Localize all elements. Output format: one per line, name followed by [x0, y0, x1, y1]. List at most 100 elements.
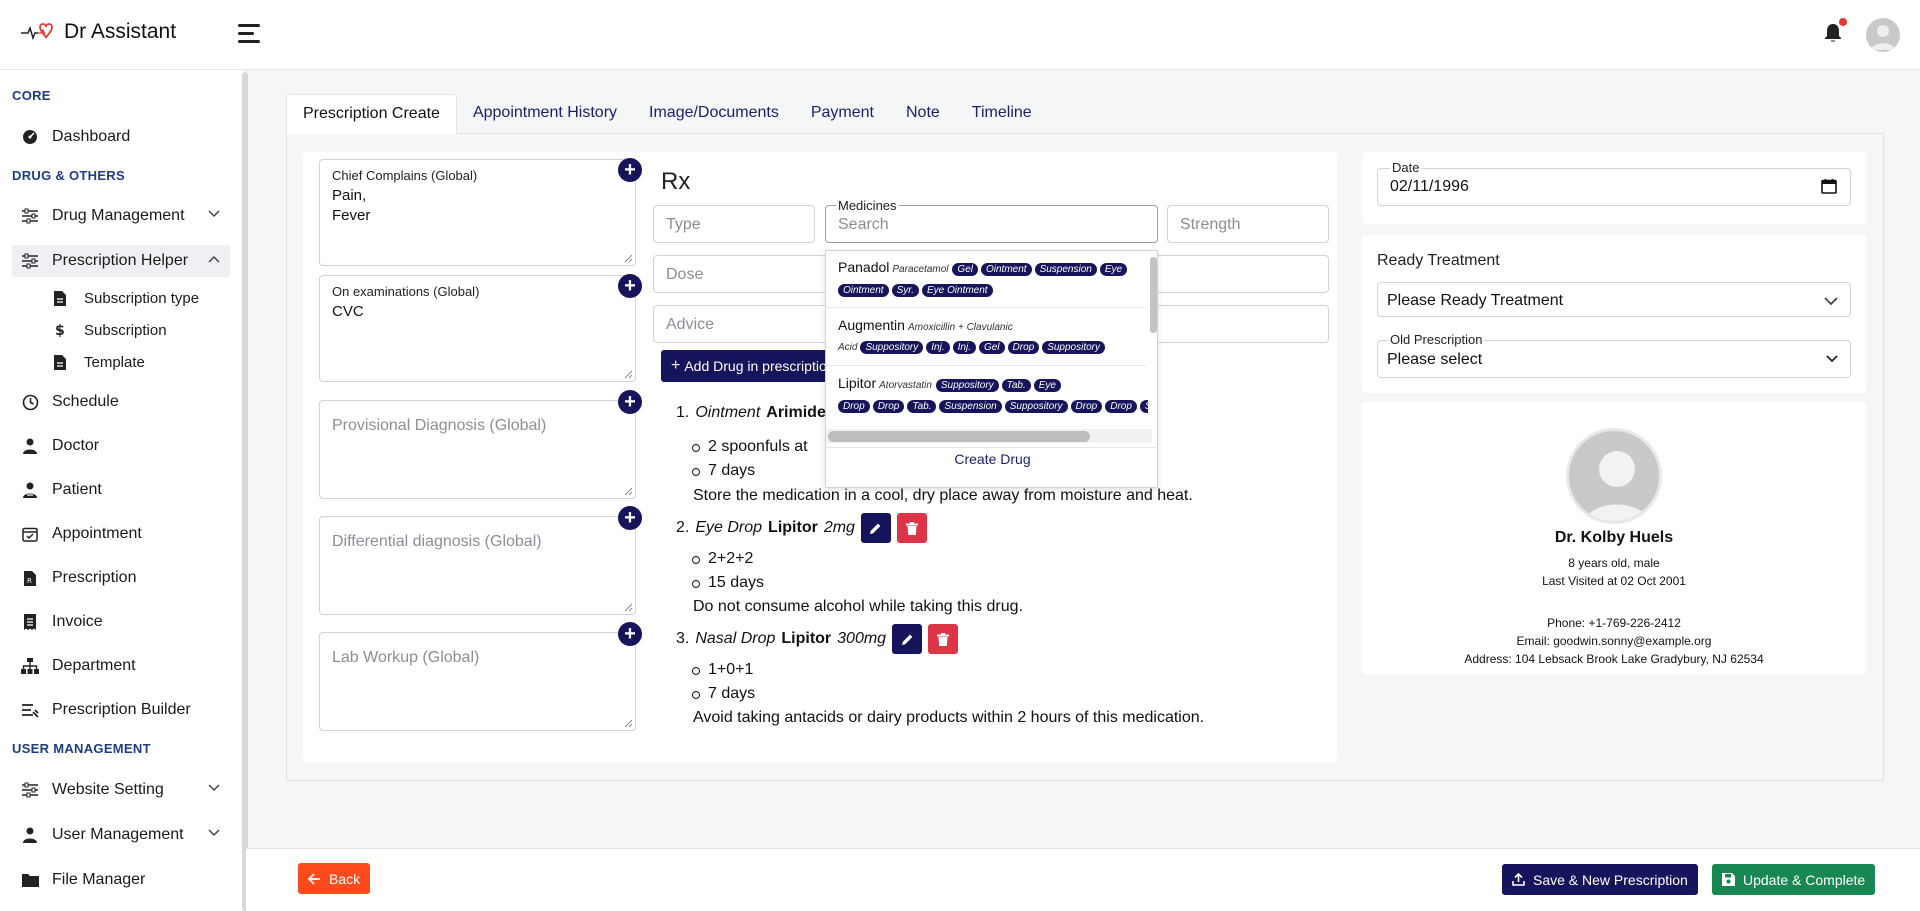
- save-new-prescription-button[interactable]: Save & New Prescription: [1502, 864, 1698, 895]
- ready-treatment-select[interactable]: Please Ready Treatment: [1377, 282, 1851, 317]
- field-placeholder: Dose: [666, 266, 704, 283]
- field-placeholder: Advice: [666, 316, 715, 333]
- chief-complains-field[interactable]: Chief Complains (Global) Pain, Fever: [319, 159, 636, 266]
- resize-handle-icon[interactable]: [623, 369, 633, 379]
- menu-toggle-icon[interactable]: [238, 24, 260, 44]
- back-button[interactable]: Back: [298, 863, 371, 894]
- sidebar-subitem-subscription-type[interactable]: Subscription type: [52, 285, 199, 311]
- sidebar-item-label: Dashboard: [52, 128, 131, 145]
- drug-advice: Avoid taking antacids or dairy products …: [693, 709, 1205, 726]
- money-icon: $: [52, 322, 68, 338]
- sidebar-item-label: Subscription type: [84, 289, 200, 307]
- strength-input[interactable]: Strength: [1167, 205, 1329, 243]
- drug-type: Ointment: [695, 404, 761, 421]
- edit-drug-button[interactable]: [860, 513, 891, 543]
- sidebar-item-prescription-builder[interactable]: Prescription Builder: [12, 694, 230, 726]
- sidebar-item-schedule[interactable]: Schedule: [12, 386, 230, 418]
- provisional-diagnosis-field[interactable]: Provisional Diagnosis (Global): [319, 400, 636, 499]
- sidebar-item-appointment[interactable]: Appointment: [12, 518, 230, 550]
- resize-handle-icon[interactable]: [623, 486, 633, 496]
- update-complete-button[interactable]: Update & Complete: [1712, 864, 1876, 895]
- sidebar-item-label: Drug Management: [52, 207, 185, 224]
- tab-prescription-create[interactable]: Prescription Create: [286, 94, 457, 134]
- resize-handle-icon[interactable]: [623, 718, 633, 728]
- date-input[interactable]: [1377, 168, 1851, 206]
- sidebar-subitem-subscription[interactable]: $ Subscription: [52, 317, 167, 343]
- bell-icon[interactable]: [1824, 22, 1842, 44]
- dropdown-option-panadol[interactable]: Panadol Paracetamol Gel Ointment Suspension…: [838, 259, 1138, 297]
- builder-icon: [20, 700, 40, 720]
- field-placeholder: Differential diagnosis (Global): [332, 533, 542, 550]
- file-icon: [52, 354, 68, 370]
- field-legend: On examinations (Global): [332, 284, 480, 299]
- sidebar-item-label: Appointment: [52, 525, 142, 542]
- differential-diagnosis-field[interactable]: Differential diagnosis (Global): [319, 516, 636, 615]
- add-on-examinations-button[interactable]: +: [618, 274, 642, 298]
- calendar-icon[interactable]: [1821, 178, 1837, 194]
- delete-drug-button[interactable]: [928, 624, 959, 654]
- chevron-down-icon: [208, 829, 220, 837]
- sidebar-item-patient[interactable]: Patient: [12, 474, 230, 506]
- plus-icon: +: [671, 357, 681, 374]
- dropdown-option-lipitor[interactable]: Lipitor Atorvastatin Suppository Tab. Eye D…: [838, 375, 1148, 413]
- lab-workup-field[interactable]: Lab Workup (Global): [319, 632, 636, 731]
- drug-duration: 7 days: [691, 685, 756, 702]
- patient-email: Email: goodwin.sonny@example.org: [1516, 634, 1712, 648]
- patient-phone: Phone: +1-769-226-2412: [1547, 616, 1681, 630]
- add-drug-button[interactable]: + Add Drug in prescription: [661, 350, 841, 382]
- tab-timeline[interactable]: Timeline: [971, 104, 1032, 121]
- sidebar-scrollbar[interactable]: [242, 72, 248, 911]
- sidebar-item-department[interactable]: Department: [12, 650, 230, 682]
- sidebar-item-dashboard[interactable]: Dashboard: [12, 121, 230, 153]
- tab-note[interactable]: Note: [906, 104, 940, 121]
- trash-icon: [905, 521, 918, 535]
- sidebar-item-label: Invoice: [52, 613, 103, 630]
- dropdown-vertical-scrollbar[interactable]: [1150, 257, 1157, 333]
- sidebar-item-doctor[interactable]: Doctor: [12, 430, 230, 462]
- drug-type: Nasal Drop: [695, 630, 776, 647]
- sidebar-item-prescription[interactable]: R Prescription: [12, 562, 230, 594]
- sidebar-item-invoice[interactable]: Invoice: [12, 606, 230, 638]
- add-lab-workup-button[interactable]: +: [618, 622, 642, 646]
- tab-payment[interactable]: Payment: [810, 104, 874, 121]
- sidebar-item-drug-management[interactable]: Drug Management: [12, 200, 230, 232]
- type-select[interactable]: Type: [653, 205, 815, 243]
- field-value: CVC: [332, 303, 364, 320]
- drug-name: Lipitor: [768, 519, 818, 536]
- old-prescription-legend: Old Prescription: [1388, 332, 1485, 347]
- brand-logo[interactable]: Dr Assistant: [20, 20, 176, 44]
- patient-age-gender: 8 years old, male: [1568, 556, 1660, 570]
- user-avatar[interactable]: [1866, 18, 1900, 52]
- add-chief-complains-button[interactable]: +: [618, 158, 642, 182]
- dropdown-horizontal-scrollbar[interactable]: [828, 431, 1090, 442]
- tab-appointment-history[interactable]: Appointment History: [472, 104, 618, 121]
- delete-drug-button[interactable]: [896, 513, 927, 543]
- field-placeholder: Search: [838, 216, 889, 233]
- chevron-down-icon: [1826, 355, 1838, 363]
- on-examinations-field[interactable]: On examinations (Global) CVC: [319, 275, 636, 382]
- add-differential-diagnosis-button[interactable]: +: [618, 506, 642, 530]
- resize-handle-icon[interactable]: [623, 253, 633, 263]
- sliders-icon: [20, 780, 40, 800]
- chevron-up-icon: [208, 255, 220, 263]
- add-provisional-diagnosis-button[interactable]: +: [618, 390, 642, 414]
- trash-icon: [937, 632, 950, 646]
- sidebar-item-website-setting[interactable]: Website Setting: [12, 774, 230, 806]
- calendar-check-icon: [20, 524, 40, 544]
- tab-image-documents[interactable]: Image/Documents: [649, 104, 779, 121]
- create-drug-link[interactable]: Create Drug: [954, 451, 1031, 467]
- sidebar-item-prescription-helper[interactable]: Prescription Helper: [12, 245, 230, 277]
- chevron-down-icon: [1824, 297, 1838, 306]
- sidebar-subitem-template[interactable]: Template: [52, 349, 145, 375]
- dropdown-separator: [826, 307, 1146, 308]
- dropdown-option-augmentin[interactable]: Augmentin Amoxicillin + Clavulanic Acid Su…: [838, 317, 1138, 354]
- resize-handle-icon[interactable]: [623, 602, 633, 612]
- sidebar-item-file-manager[interactable]: File Manager: [12, 864, 230, 896]
- sidebar-item-user-management[interactable]: User Management: [12, 819, 230, 851]
- drug-type: Eye Drop: [695, 519, 763, 536]
- sidebar-item-label: Patient: [52, 481, 102, 498]
- edit-drug-button[interactable]: [892, 624, 923, 654]
- dashboard-icon: [20, 127, 40, 147]
- sidebar-item-label: User Management: [52, 826, 184, 843]
- notification-dot: [1839, 18, 1847, 26]
